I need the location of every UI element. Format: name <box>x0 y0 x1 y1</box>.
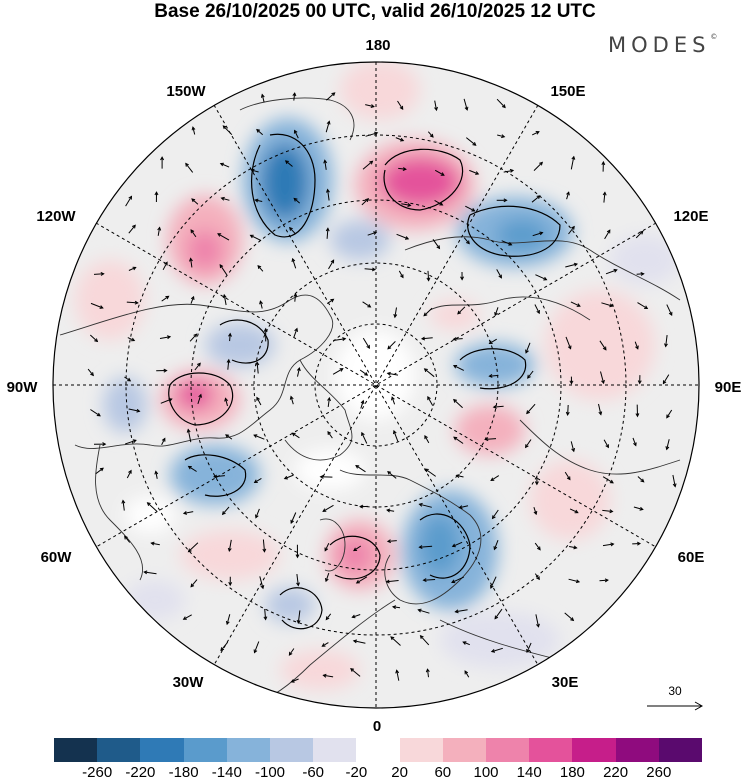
colorbar-tick-label: 180 <box>559 764 585 781</box>
colorbar-tick-label: 260 <box>646 764 672 781</box>
lon-label-150E: 150E <box>550 83 585 100</box>
colorbar-swatch <box>356 738 400 762</box>
reference-vector-label: 30 <box>668 684 682 698</box>
modes-logo: MODES© <box>608 33 717 57</box>
colorbar-tick-label: -260 <box>82 764 113 781</box>
colorbar-ticks: -260 -220 -180 -140 -100 -60 -20 20 60 100 140 180 2… <box>0 764 750 783</box>
colorbar-tick-label: -20 <box>345 764 368 781</box>
colorbar-swatch <box>529 738 573 762</box>
lon-label-90W: 90W <box>7 379 39 396</box>
colorbar-swatch <box>270 738 314 762</box>
colorbar-tick-label: 20 <box>391 764 408 781</box>
colorbar <box>54 738 703 762</box>
logo-mark: © <box>710 33 718 41</box>
lon-label-60W: 60W <box>41 549 73 566</box>
map-boundary <box>52 61 700 709</box>
colorbar-tick-label: 100 <box>473 764 499 781</box>
colorbar-tick-label: -180 <box>168 764 199 781</box>
logo-text: MODES <box>608 33 711 57</box>
lon-label-30W: 30W <box>173 674 205 691</box>
colorbar-swatch <box>54 738 98 762</box>
lon-label-90E: 90E <box>715 379 742 396</box>
colorbar-tick-label: 220 <box>603 764 629 781</box>
lon-label-150W: 150W <box>166 83 206 100</box>
lon-label-120E: 120E <box>673 208 708 225</box>
colorbar-swatch <box>658 738 703 762</box>
graticule <box>53 62 699 708</box>
lon-label-60E: 60E <box>678 549 705 566</box>
colorbar-tick-label: -60 <box>302 764 325 781</box>
reference-vector-arrow <box>647 701 704 711</box>
colorbar-tick-label: 60 <box>434 764 452 781</box>
colorbar-swatch <box>399 738 443 762</box>
colorbar-tick-label: -100 <box>254 764 286 781</box>
lon-label-180: 180 <box>365 37 390 54</box>
map-title: Base 26/10/2025 00 UTC, valid 26/10/2025… <box>154 1 596 22</box>
colorbar-swatch <box>226 738 271 762</box>
colorbar-swatch <box>615 738 659 762</box>
colorbar-tick-label: -220 <box>125 764 156 781</box>
colorbar-swatch <box>313 738 357 762</box>
wind-vectors <box>87 92 677 683</box>
colorbar-swatch <box>183 738 227 762</box>
colorbar-swatch <box>572 738 616 762</box>
colorbar-tick-label: -140 <box>211 764 242 781</box>
colorbar-swatch <box>97 738 141 762</box>
colorbar-swatch <box>486 738 530 762</box>
streamlines <box>168 133 561 630</box>
colorbar-tick-label: 140 <box>516 764 542 781</box>
colorbar-swatch <box>140 738 184 762</box>
colorbar-swatch <box>442 738 487 762</box>
lon-label-0: 0 <box>373 718 381 735</box>
lon-label-30E: 30E <box>552 674 579 691</box>
lon-label-120W: 120W <box>36 208 76 225</box>
